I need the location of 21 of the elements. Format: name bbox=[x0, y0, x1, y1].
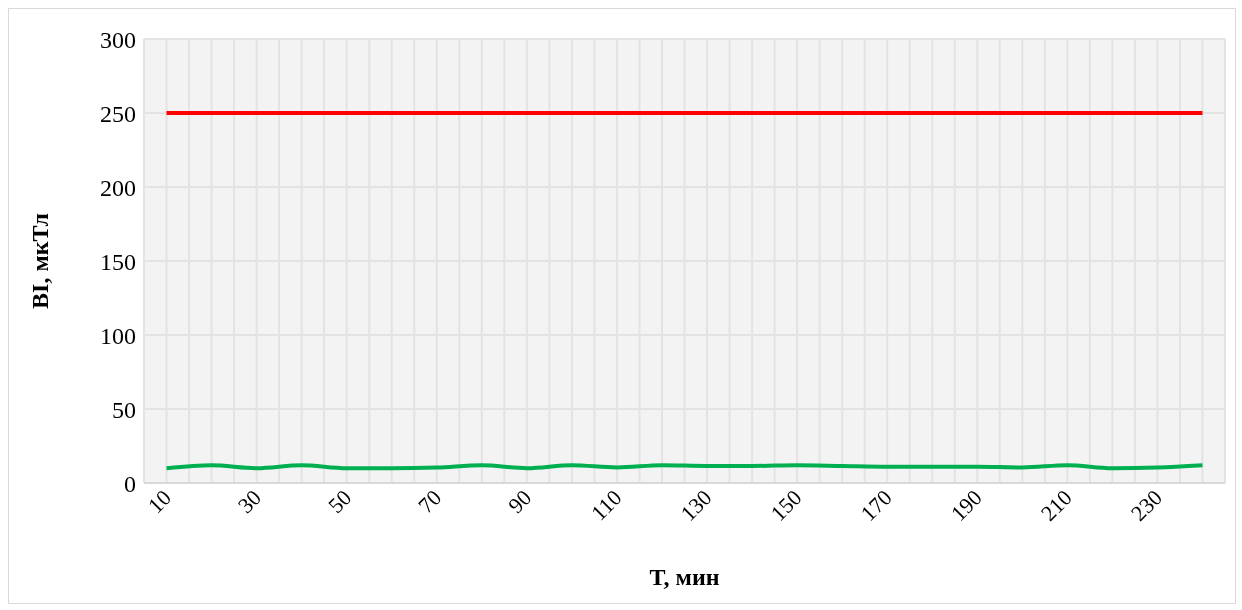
y-tick-label: 250 bbox=[100, 100, 136, 127]
y-axis-title: BI, мкТл bbox=[26, 213, 53, 309]
x-tick-label: 90 bbox=[503, 484, 537, 519]
y-tick-label: 150 bbox=[100, 248, 136, 275]
y-tick-label: 50 bbox=[112, 396, 136, 423]
y-tick-label: 300 bbox=[100, 26, 136, 53]
x-tick-label: 110 bbox=[586, 484, 627, 526]
y-tick-label: 200 bbox=[100, 174, 136, 201]
y-tick-label: 0 bbox=[124, 470, 136, 497]
x-tick-label: 230 bbox=[1125, 484, 1167, 526]
x-tick-label: 190 bbox=[945, 484, 987, 526]
y-tick-label: 100 bbox=[100, 322, 136, 349]
x-tick-label: 170 bbox=[855, 484, 897, 526]
x-tick-label: 70 bbox=[413, 484, 447, 519]
x-tick-label: 30 bbox=[232, 484, 267, 519]
x-tick-label: 210 bbox=[1035, 484, 1077, 526]
x-tick-label: 10 bbox=[142, 484, 177, 519]
x-axis-title: T, мин bbox=[649, 564, 720, 590]
x-tick-label: 130 bbox=[675, 484, 717, 526]
x-tick-label: 150 bbox=[765, 484, 807, 526]
x-tick-label: 50 bbox=[322, 484, 357, 519]
